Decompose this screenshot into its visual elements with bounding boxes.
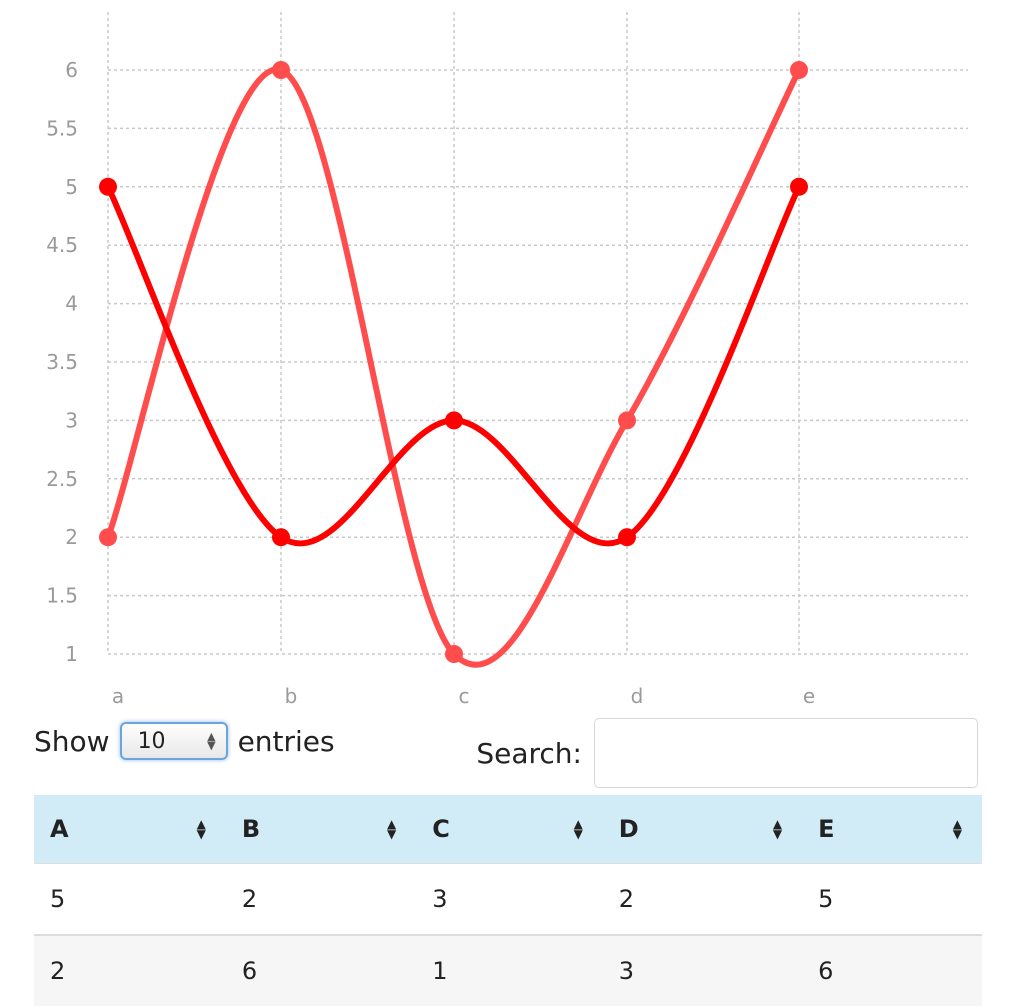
sort-icon: ▲ ▼ xyxy=(573,817,583,841)
x-tick-label: c xyxy=(459,684,470,708)
line-chart: 1 1.5 2 2.5 3 3.5 4 4.5 5 5.5 6 a b c d e xyxy=(46,12,968,708)
show-label: Show xyxy=(34,724,110,758)
y-tick-label: 2.5 xyxy=(46,467,78,491)
sort-icon: ▲ ▼ xyxy=(772,817,783,841)
column-header-label: E xyxy=(818,815,835,843)
series-2-point xyxy=(790,61,808,79)
sort-icon: ▲ ▼ xyxy=(196,817,206,841)
select-arrows-icon: ▲ ▼ xyxy=(207,730,216,752)
y-tick-label: 3 xyxy=(65,408,78,432)
x-tick-label: a xyxy=(112,684,124,708)
sort-icon: ▲ ▼ xyxy=(386,817,397,841)
table-cell: 6 xyxy=(225,934,417,1006)
y-tick-label: 5 xyxy=(65,175,78,199)
x-tick-label: d xyxy=(631,684,644,708)
table-cell: 3 xyxy=(602,934,803,1006)
table-controls: Show 10 ▲ ▼ entries Search: xyxy=(34,718,978,790)
column-header-label: C xyxy=(432,815,450,843)
series-1-point xyxy=(272,528,290,547)
y-tick-label: 3.5 xyxy=(46,350,78,374)
chart-grid xyxy=(107,12,968,655)
table-cell: 2 xyxy=(34,934,226,1006)
y-tick-label: 5.5 xyxy=(46,116,78,140)
entries-label: entries xyxy=(237,724,335,758)
series-2-point xyxy=(99,528,117,547)
y-tick-label: 4.5 xyxy=(46,233,78,257)
column-header-e[interactable]: E ▲ ▼ xyxy=(802,795,982,864)
y-tick-label: 6 xyxy=(65,58,78,82)
page-length-control: Show 10 ▲ ▼ entries xyxy=(34,722,335,760)
column-header-d[interactable]: D ▲ ▼ xyxy=(602,795,803,864)
series-1-point xyxy=(618,528,636,547)
chart-points xyxy=(99,61,808,663)
column-header-label: B xyxy=(241,815,261,843)
table-cell: 2 xyxy=(225,863,417,935)
column-header-label: A xyxy=(50,815,69,843)
series-2-point xyxy=(618,411,636,430)
search-input[interactable] xyxy=(594,718,978,788)
table-cell: 6 xyxy=(802,934,982,1006)
page-length-value: 10 xyxy=(137,728,166,754)
y-tick-label: 4 xyxy=(65,292,78,316)
search-control: Search: xyxy=(476,718,978,788)
y-tick-label: 1 xyxy=(65,642,78,666)
table-cell: 1 xyxy=(416,934,603,1006)
column-header-a[interactable]: A ▲ ▼ xyxy=(34,795,226,864)
table-cell: 5 xyxy=(802,863,982,935)
x-tick-label: e xyxy=(803,684,815,708)
y-tick-label: 1.5 xyxy=(46,584,78,608)
series-2-line xyxy=(105,66,802,668)
series-1-point xyxy=(790,177,808,196)
column-header-label: D xyxy=(618,815,639,843)
table-cell: 3 xyxy=(416,863,603,935)
chart-ticks: 1 1.5 2 2.5 3 3.5 4 4.5 5 5.5 6 a b c d e xyxy=(46,58,815,708)
table-cell: 5 xyxy=(34,863,226,935)
series-1-point xyxy=(445,411,463,430)
series-1-point xyxy=(99,177,117,196)
search-label: Search: xyxy=(476,736,582,770)
series-2-point xyxy=(445,645,463,663)
table-cell: 2 xyxy=(602,863,803,935)
column-header-c[interactable]: C ▲ ▼ xyxy=(416,795,603,864)
series-2-point xyxy=(272,61,290,79)
y-tick-label: 2 xyxy=(65,525,78,549)
page-length-select[interactable]: 10 ▲ ▼ xyxy=(119,722,228,760)
x-tick-label: b xyxy=(285,684,298,708)
sort-icon: ▲ ▼ xyxy=(952,817,962,841)
table-header-row: A ▲ ▼ B ▲ ▼ C ▲ ▼ D ▲ ▼ E ▲ ▼ xyxy=(34,795,982,864)
column-header-b[interactable]: B ▲ ▼ xyxy=(225,795,417,864)
